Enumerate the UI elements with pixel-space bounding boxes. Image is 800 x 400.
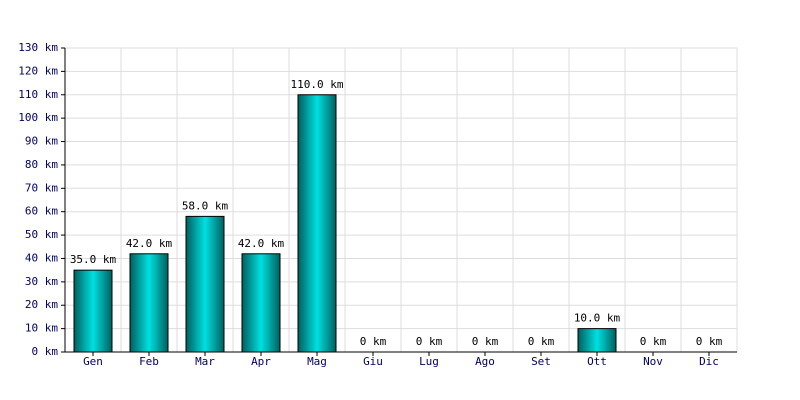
y-tick-label: 20 km xyxy=(25,298,58,311)
value-label: 35.0 km xyxy=(70,253,117,266)
value-label: 110.0 km xyxy=(291,78,344,91)
x-tick-label: Ago xyxy=(475,355,495,368)
y-tick-label: 50 km xyxy=(25,228,58,241)
value-label: 0 km xyxy=(360,335,387,348)
value-label: 0 km xyxy=(416,335,443,348)
y-tick-label: 110 km xyxy=(18,88,58,101)
value-label: 10.0 km xyxy=(574,312,621,325)
x-tick-label: Gen xyxy=(83,355,103,368)
y-tick-label: 0 km xyxy=(32,345,59,358)
y-tick-label: 30 km xyxy=(25,275,58,288)
value-label: 0 km xyxy=(640,335,667,348)
x-tick-label: Dic xyxy=(699,355,719,368)
y-tick-label: 70 km xyxy=(25,181,58,194)
bar xyxy=(577,328,617,353)
x-tick-label: Ott xyxy=(587,355,607,368)
bar xyxy=(129,253,169,353)
bar xyxy=(297,94,337,353)
value-label: 42.0 km xyxy=(238,237,285,250)
x-tick-label: Lug xyxy=(419,355,439,368)
value-label: 0 km xyxy=(528,335,555,348)
x-tick-label: Giu xyxy=(363,355,383,368)
value-label: 58.0 km xyxy=(182,199,229,212)
value-label: 0 km xyxy=(696,335,723,348)
y-tick-label: 120 km xyxy=(18,64,58,77)
bar xyxy=(185,215,225,353)
y-tick-label: 60 km xyxy=(25,205,58,218)
y-tick-label: 40 km xyxy=(25,251,58,264)
value-label: 42.0 km xyxy=(126,237,173,250)
y-tick-label: 80 km xyxy=(25,158,58,171)
y-tick-label: 10 km xyxy=(25,322,58,335)
x-tick-label: Set xyxy=(531,355,551,368)
x-tick-label: Mag xyxy=(307,355,327,368)
y-tick-label: 100 km xyxy=(18,111,58,124)
x-tick-label: Nov xyxy=(643,355,663,368)
y-tick-label: 130 km xyxy=(18,41,58,54)
bar xyxy=(241,253,281,353)
y-tick-label: 90 km xyxy=(25,135,58,148)
x-tick-label: Apr xyxy=(251,355,271,368)
bar xyxy=(73,269,113,353)
x-tick-label: Mar xyxy=(195,355,215,368)
x-tick-label: Feb xyxy=(139,355,159,368)
value-label: 0 km xyxy=(472,335,499,348)
